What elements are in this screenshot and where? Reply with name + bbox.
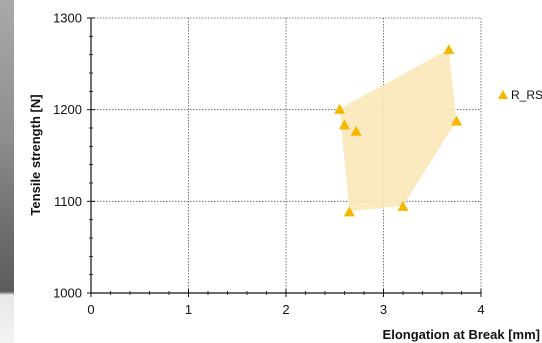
x-tick-label-3: 3 bbox=[380, 302, 387, 317]
data-point-0-2 bbox=[350, 125, 362, 136]
y-tick-label-2: 1200 bbox=[53, 102, 82, 117]
data-point-0-1 bbox=[339, 119, 350, 130]
y-tick-label-0: 1000 bbox=[53, 286, 82, 301]
x-tick-label-2: 2 bbox=[282, 302, 289, 317]
background-edge bbox=[0, 0, 14, 343]
legend-marker-triangle-icon bbox=[498, 90, 508, 99]
data-point-0-0 bbox=[334, 103, 346, 114]
data-point-0-5 bbox=[343, 206, 355, 217]
series-hull-0 bbox=[339, 49, 457, 212]
y-tick-label-1: 1100 bbox=[54, 194, 82, 209]
data-point-0-4 bbox=[451, 115, 463, 126]
x-tick-label-4: 4 bbox=[477, 302, 484, 317]
y-tick-label-3: 1300 bbox=[53, 11, 82, 26]
y-axis-title: Tensile strength [N] bbox=[28, 94, 43, 215]
x-tick-label-1: 1 bbox=[185, 302, 192, 317]
x-tick-label-0: 0 bbox=[87, 302, 94, 317]
hull-layer bbox=[339, 49, 457, 212]
axis-layer: 0 1 2 3 4 1000 1100 1200 1300 bbox=[53, 11, 485, 318]
x-axis-title: Elongation at Break [mm] bbox=[383, 327, 540, 342]
legend-series-label: R_RS bbox=[511, 88, 542, 102]
data-point-0-3 bbox=[443, 44, 455, 55]
data-point-0-6 bbox=[397, 200, 409, 211]
legend: R_RS bbox=[498, 88, 542, 102]
points-layer bbox=[334, 44, 463, 217]
